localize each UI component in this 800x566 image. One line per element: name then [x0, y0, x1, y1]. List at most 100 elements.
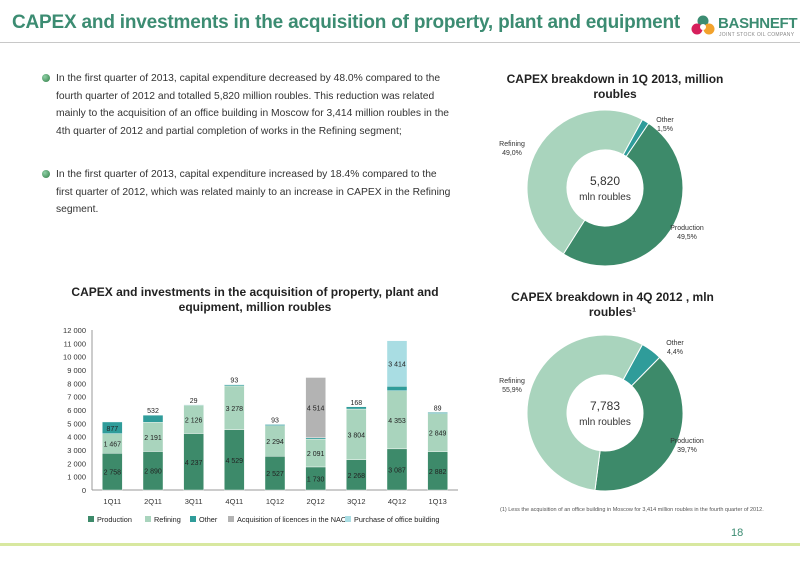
bar-value-label: 93 [271, 417, 279, 424]
bar-value-label: 532 [147, 408, 159, 415]
slice-percent-label: 55,9% [502, 387, 522, 394]
donut-center-value: 7,783 [590, 399, 620, 413]
bar-other [427, 412, 448, 414]
bar-value-label: 2 294 [266, 439, 284, 446]
y-tick-label: 5 000 [67, 419, 86, 428]
legend-swatch [228, 516, 234, 522]
bar-value-label: 877 [106, 426, 118, 433]
donut-chart-1q13: 5,820 mln roubles Production 49,5% Refining 4… [499, 110, 704, 267]
donut-center-unit: mln roubles [579, 192, 631, 203]
y-tick-label: 6 000 [67, 406, 86, 415]
legend-label: Purchase of office building [354, 515, 439, 524]
slice-name-label: Other [666, 340, 684, 347]
logo-flower-icon [691, 15, 715, 35]
legend-label: Acquisition of licences in the NAO [237, 515, 347, 524]
bar-value-label: 3 087 [388, 467, 406, 474]
bar-value-label: 168 [350, 400, 362, 407]
y-tick-label: 1 000 [67, 473, 86, 482]
bar-other [224, 384, 245, 387]
bar-value-label: 2 890 [144, 469, 162, 476]
bar-value-label: 2 191 [144, 435, 162, 442]
bar-other [346, 406, 367, 410]
bar-value-label: 3 804 [348, 432, 366, 439]
donut-chart-4q12: 7,783 mln roubles Production 39,7% Refining 5… [499, 335, 704, 492]
bar-value-label: 4 353 [388, 418, 406, 425]
y-tick-label: 0 [82, 486, 86, 495]
legend-swatch [88, 516, 94, 522]
bar-other [183, 404, 204, 406]
page-title: CAPEX and investments in the acquisition… [12, 12, 681, 33]
bar-other [264, 424, 286, 426]
bullet-text: In the first quarter of 2013, capital ex… [56, 169, 451, 215]
x-tick-label: 3Q11 [185, 497, 203, 506]
slice-percent-label: 4,4% [667, 349, 683, 356]
slice-name-label: Production [670, 438, 704, 445]
bar-value-label: 3 414 [388, 361, 406, 368]
bottom-divider [0, 543, 800, 546]
bar-acquisition-of-licences-in-the-nao [305, 377, 326, 438]
x-tick-label: 1Q13 [428, 497, 446, 506]
slice-percent-label: 39,7% [677, 447, 697, 454]
bar-other [305, 437, 326, 440]
y-tick-label: 4 000 [67, 433, 86, 442]
bar-purchase-of-office-building [386, 340, 408, 387]
slice-percent-label: 49,5% [677, 234, 697, 241]
legend-label: Refining [154, 515, 181, 524]
x-tick-label: 4Q11 [225, 497, 243, 506]
slice-percent-label: 1,5% [657, 126, 673, 133]
x-tick-label: 1Q11 [103, 497, 121, 506]
bar-other [102, 421, 123, 434]
bullet-list: In the first quarter of 2013, capital ex… [42, 70, 456, 245]
footnote: (1) Less the acquisition of an office bu… [500, 507, 764, 513]
legend-swatch [345, 516, 351, 522]
bar-other [386, 386, 408, 392]
donut-slice-refining [526, 335, 644, 491]
bullet-item: In the first quarter of 2013, capital ex… [42, 70, 456, 140]
bar-value-label: 4 237 [185, 460, 203, 467]
logo-subtitle: JOINT STOCK OIL COMPANY [719, 32, 795, 38]
bullet-item: In the first quarter of 2013, capital ex… [42, 166, 456, 219]
y-tick-label: 2 000 [67, 459, 86, 468]
title-divider [0, 42, 800, 43]
slice-name-label: Refining [499, 378, 525, 385]
bullet-icon [42, 170, 50, 178]
bar-value-label: 3 278 [226, 406, 244, 413]
bar-value-label: 2 849 [429, 431, 447, 438]
bar-chart: 0 1 000 2 000 3 000 4 000 5 000 6 000 7 000 8 00… [63, 326, 458, 524]
y-tick-label: 7 000 [67, 393, 86, 402]
y-tick-label: 11 000 [64, 339, 86, 348]
bar-value-label: 4 529 [226, 458, 244, 465]
bar-value-label: 1 730 [307, 476, 325, 483]
slice-name-label: Refining [499, 141, 525, 148]
legend-swatch [190, 516, 196, 522]
y-tick-label: 9 000 [67, 366, 86, 375]
slice-name-label: Production [670, 225, 704, 232]
bar-value-label: 2 527 [266, 471, 284, 478]
x-tick-label: 2Q12 [306, 497, 324, 506]
y-tick-label: 12 000 [63, 326, 86, 335]
bar-value-label: 2 758 [104, 470, 122, 477]
bullet-icon [42, 74, 50, 82]
slice-name-label: Other [656, 117, 674, 124]
donut-slice-production [562, 122, 684, 267]
donut-4q12-title: CAPEX breakdown in 4Q 2012 , mln roubles… [511, 290, 714, 319]
y-tick-label: 8 000 [67, 379, 86, 388]
donut-slice-refining [526, 110, 644, 255]
bar-value-label: 89 [434, 405, 442, 412]
bar-other [142, 414, 164, 423]
x-tick-label: 2Q11 [144, 497, 162, 506]
legend-label: Other [199, 515, 218, 524]
bar-chart-title: CAPEX and investments in the acquisition… [71, 285, 439, 314]
donut-1q13-title: CAPEX breakdown in 1Q 2013, million roub… [506, 72, 724, 101]
x-tick-label: 3Q12 [347, 497, 365, 506]
bar-value-label: 93 [230, 378, 238, 385]
bar-value-label: 4 514 [307, 406, 325, 413]
bar-value-label: 29 [190, 398, 198, 405]
y-tick-label: 3 000 [67, 446, 86, 455]
donut-center-value: 5,820 [590, 174, 620, 188]
logo-name: BASHNEFT [718, 15, 798, 32]
page-number: 18 [731, 527, 744, 539]
x-tick-label: 1Q12 [266, 497, 284, 506]
legend-swatch [145, 516, 151, 522]
donut-center-unit: mln roubles [579, 417, 631, 428]
